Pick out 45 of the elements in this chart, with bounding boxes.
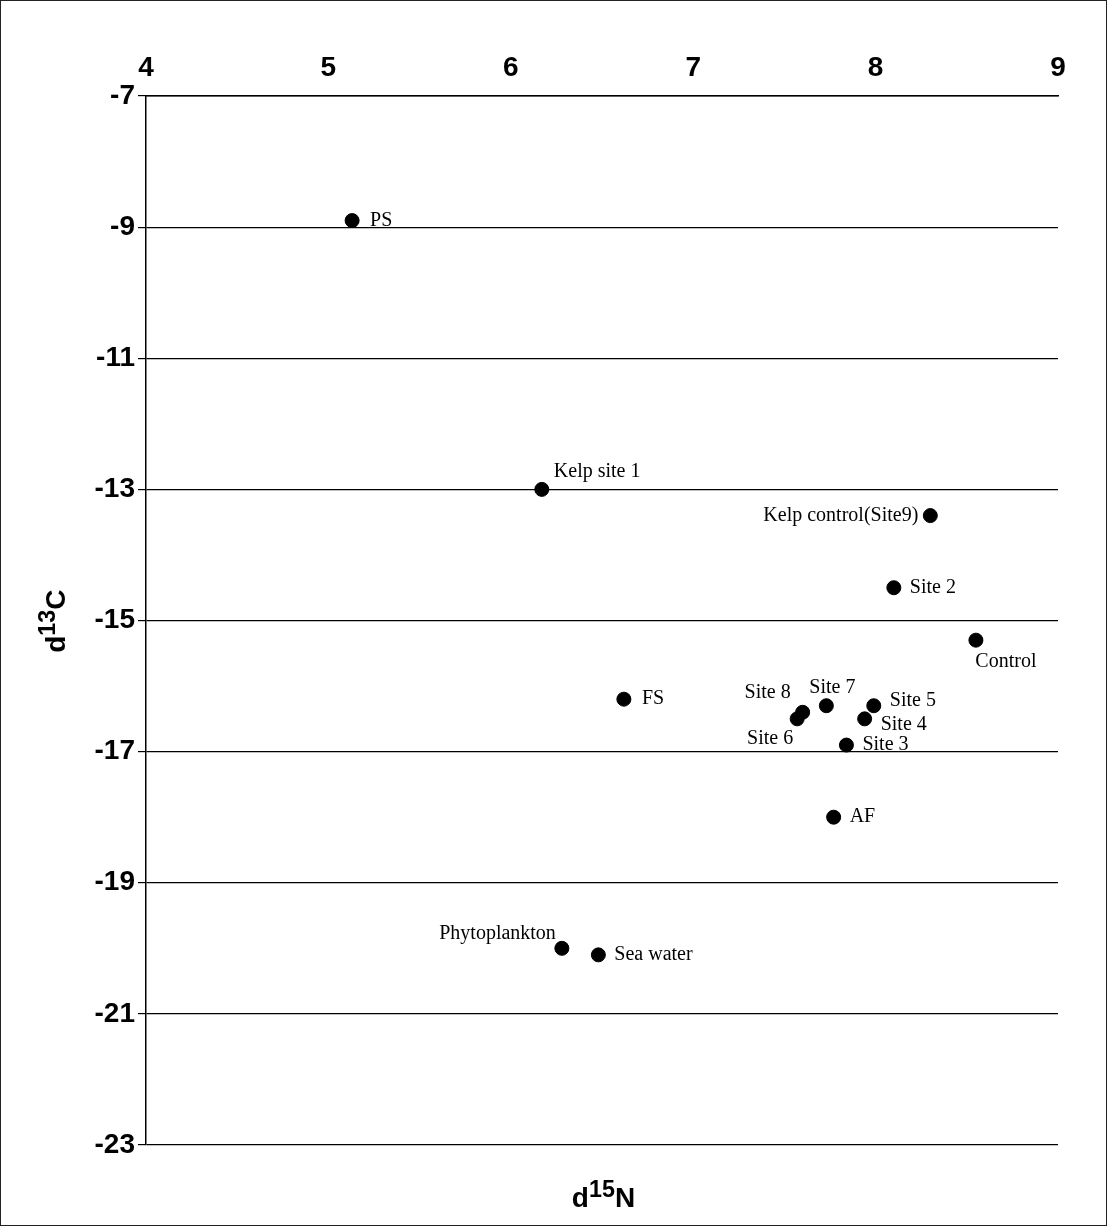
annotation: Site 7 [809,674,856,697]
annotation: Control [975,649,1037,672]
point [344,213,360,229]
y-tick-label: -19 [94,865,135,897]
annotation: Site 2 [909,574,956,597]
y-tick-label: -21 [94,996,135,1028]
x-tick-label: 9 [1050,50,1066,82]
point [838,737,854,753]
x-tick-label: 4 [138,50,155,82]
annotation: Site 4 [880,712,927,735]
point [616,691,632,707]
point [866,698,882,714]
annotation: Site 8 [744,679,791,702]
annotation: Site 3 [862,732,909,755]
annotation: PS [370,207,393,230]
point [968,632,984,648]
point [818,698,834,714]
y-tick-label: -13 [94,472,135,504]
y-tick-label: -15 [94,603,135,635]
annotation: Kelp control(Site9) [763,502,919,526]
point [857,711,873,727]
point [554,940,570,956]
annotation: Kelp site 1 [553,458,641,482]
x-axis-title: d$^{15}$N [570,1176,637,1215]
x-tick-label: 7 [685,50,701,82]
annotation: Phytoplankton [439,920,556,944]
point [886,580,902,596]
y-tick-label: -9 [110,209,135,241]
annotation: AF [849,804,876,827]
x-tick-label: 5 [320,50,337,82]
x-tick-label: 8 [867,50,884,82]
annotation: Site 6 [747,726,794,749]
point [826,809,842,825]
y-tick-label: -23 [94,1127,135,1159]
annotation: Site 5 [889,687,936,710]
y-tick-label: -17 [94,734,135,766]
annotation: Sea water [614,942,693,965]
point [534,481,550,497]
point [922,508,938,524]
annotation: FS [641,686,665,709]
y-tick-label: -7 [110,78,135,110]
point [789,711,805,727]
point [590,947,606,963]
x-tick-label: 6 [503,50,519,82]
y-tick-label: -11 [96,340,135,372]
